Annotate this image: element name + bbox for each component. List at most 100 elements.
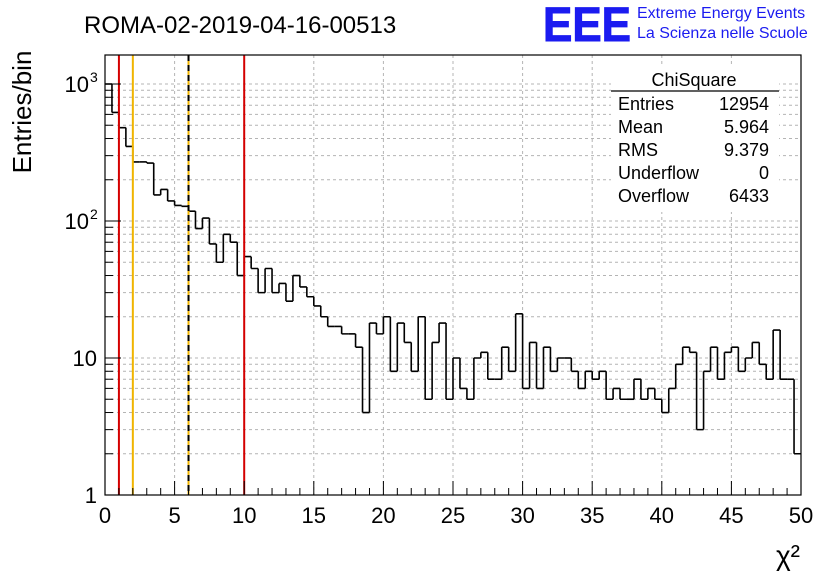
y-axis-label: Entries/bin [7,51,37,174]
histogram-bin [257,268,266,294]
stats-title: ChiSquare [651,70,736,90]
stats-value-mean: 5.964 [724,117,769,137]
histogram-bin [473,357,481,400]
histogram-bin [403,323,412,344]
x-tick-label: 0 [99,503,111,528]
x-tick-label: 20 [371,503,395,528]
histogram-bin [751,341,760,358]
y-tick-label: 10 [73,346,97,371]
histogram-bin [688,347,697,354]
chart-title: ROMA-02-2019-04-16-00513 [84,12,396,39]
histogram-bin [208,218,217,245]
histogram-bin [514,313,523,372]
histogram-bin [431,341,440,400]
histogram-bin [396,322,405,372]
logo-line-2: La Scienza nelle Scuole [637,25,808,42]
histogram-bin [737,347,746,373]
histogram-bin [313,296,321,307]
histogram-bin [375,323,384,335]
x-tick-label: 30 [510,503,534,528]
histogram-bin [438,322,447,343]
histogram-bin [264,267,273,293]
histogram-bin [354,333,363,348]
histogram-bin [577,371,586,390]
histogram-bin [765,364,774,381]
histogram-bin [640,379,648,401]
histogram-bin [744,357,753,372]
histogram-bin [730,346,739,353]
y-tick-label-exponent: 2 [90,206,98,222]
stats-label-entries: Entries [618,94,674,114]
histogram-bin [361,347,370,414]
histogram-bin [535,342,544,390]
histogram-bin [424,316,433,401]
eee-logo-mark: EEE [543,0,631,52]
logo-line-1: Extreme Energy Events [637,5,805,22]
histogram-bin [779,330,788,381]
histogram-series [105,83,801,455]
x-tick-label: 10 [232,503,256,528]
x-tick-label: 5 [168,503,180,528]
histogram-bin [368,322,377,413]
histogram-bin [306,286,314,298]
histogram-bin [633,378,641,400]
histogram-bin [222,233,231,263]
histogram-bin [229,234,238,244]
histogram-bin [111,84,119,114]
histogram-bin [598,370,607,380]
histogram-bin [417,315,426,372]
histogram-bin [654,388,662,401]
histogram-bin [723,351,732,380]
histogram-bin [570,358,579,373]
x-tick-label: 45 [719,503,743,528]
histogram-bin [173,200,182,207]
histogram-bin [487,352,495,381]
stats-value-entries: 12954 [719,94,769,114]
histogram-bin [326,316,335,328]
histogram-bin [661,399,669,414]
stats-label-underflow: Underflow [618,163,700,183]
histogram-bin [605,371,614,401]
histogram-bin [702,370,711,430]
histogram-bin [716,347,725,381]
histogram-bin [772,329,781,380]
histogram-bin [159,188,168,195]
stats-value-overflow: 6433 [729,186,769,206]
histogram-bin [180,205,189,208]
stats-box: ChiSquare Entries 12954 Mean 5.964 RMS 9… [611,67,779,212]
histogram-bin [549,347,558,373]
histogram-bin [125,127,133,148]
histogram-bin [236,242,245,277]
histogram-bin [674,363,683,389]
histogram-bin [793,379,801,455]
histogram-bin [480,351,488,358]
histogram-bin [507,347,516,373]
x-tick-label: 25 [441,503,465,528]
histogram-bin [528,341,537,389]
stats-value-underflow: 0 [759,163,769,183]
x-tick-label: 40 [650,503,674,528]
x-tick-label: 50 [789,503,813,528]
histogram-bin [681,346,690,365]
histogram-bin [591,371,600,381]
histogram-bin [452,357,460,400]
histogram-bin [389,316,398,373]
histogram-bin [584,370,593,389]
histogram-bin [612,387,621,400]
histogram-bin [466,388,474,401]
histogram-bin [695,352,704,431]
histogram-bin [542,346,551,389]
histogram-bin [292,274,300,302]
x-axis-label: χ² [776,540,800,571]
histogram-bin [278,282,286,293]
histogram-bin [271,268,279,294]
histogram-bin [521,313,530,390]
stats-value-rms: 9.379 [724,140,769,160]
y-tick-label-exponent: 3 [90,69,98,85]
histogram-bin [647,387,655,400]
histogram-bin [194,211,203,230]
histogram-bin [619,388,627,401]
histogram-bin [500,346,509,380]
histogram-bin [445,323,453,401]
